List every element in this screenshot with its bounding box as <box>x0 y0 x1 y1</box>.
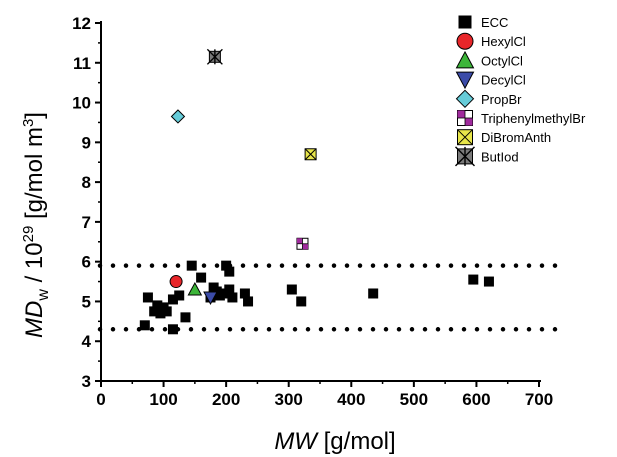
x-tick-label: 600 <box>462 390 490 409</box>
legend-label: PropBr <box>481 92 522 107</box>
tick-labels: 0 100 200 300 400 500 600 700 3 4 5 6 7 8 9 10 11 12 <box>72 14 553 409</box>
point-ecc <box>214 290 225 301</box>
point-ecc <box>296 296 307 307</box>
y-tick-label: 4 <box>82 332 92 351</box>
x-tick-label: 500 <box>400 390 428 409</box>
point-ecc <box>286 284 297 295</box>
legend: ECC HexylCl OctylCl DecylCl PropBr Triphenylm… <box>455 15 586 167</box>
point-octylcl <box>187 281 203 296</box>
point-ecc <box>174 290 185 301</box>
legend-item-octylcl: OctylCl <box>455 50 523 69</box>
point-ecc <box>152 300 163 311</box>
point-ecc <box>221 260 232 271</box>
legend-marker-decylcl <box>455 71 475 90</box>
point-ecc <box>155 308 166 319</box>
y-tick-label: 9 <box>82 133 91 152</box>
x-tick-label: 100 <box>149 390 177 409</box>
x-tick-label: 200 <box>212 390 240 409</box>
point-ecc <box>468 274 479 285</box>
point-ecc <box>167 324 178 335</box>
point-ecc <box>149 306 160 317</box>
y-tick-label: 3 <box>82 372 91 391</box>
legend-label: TriphenylmethylBr <box>481 111 586 126</box>
legend-item-butiod: ButIod <box>455 146 519 167</box>
x-tick-label: 0 <box>96 390 105 409</box>
point-ecc <box>142 292 153 303</box>
y-tick-label: 5 <box>82 292 91 311</box>
point-triphenylmethylbr <box>296 237 309 250</box>
x-axis-title: MW [g/mol] <box>274 428 395 455</box>
point-ecc <box>243 296 254 307</box>
x-tick-label: 400 <box>337 390 365 409</box>
y-axis-title: MDw / 1029 [g/mol m3] <box>20 112 52 338</box>
legend-label: DecylCl <box>481 73 526 88</box>
legend-label: ECC <box>481 15 508 30</box>
y-tick-label: 7 <box>82 213 91 232</box>
point-ecc <box>196 272 207 283</box>
point-hexylcl <box>169 275 183 289</box>
point-dibromanth <box>304 148 317 161</box>
point-ecc <box>186 260 197 271</box>
x-tick-label: 300 <box>275 390 303 409</box>
point-propbr <box>170 109 186 124</box>
legend-marker-triphenylmethylbr <box>457 110 473 126</box>
legend-marker-dibromanth <box>457 129 473 146</box>
y-tick-label: 10 <box>72 94 91 113</box>
legend-label: HexylCl <box>481 34 526 49</box>
point-ecc <box>368 288 379 299</box>
legend-marker-hexylcl <box>456 32 474 50</box>
point-ecc <box>180 312 191 323</box>
point-ecc <box>227 292 238 303</box>
point-ecc <box>239 288 250 299</box>
legend-label: DiBromAnth <box>481 130 551 145</box>
point-ecc <box>224 266 235 277</box>
legend-item-hexylcl: HexylCl <box>456 32 526 50</box>
axes <box>95 21 541 387</box>
legend-marker-butiod <box>455 146 475 167</box>
legend-marker-propbr <box>455 89 475 109</box>
data-points <box>139 48 494 335</box>
point-ecc <box>139 320 150 331</box>
y-tick-label: 6 <box>82 253 91 272</box>
point-decylcl <box>203 291 218 306</box>
legend-marker-octylcl <box>455 50 475 69</box>
x-tick-label: 700 <box>525 390 553 409</box>
legend-item-triphenylmethylbr: TriphenylmethylBr <box>457 110 586 126</box>
point-ecc <box>483 276 494 287</box>
point-ecc <box>224 284 235 295</box>
legend-item-decylcl: DecylCl <box>455 71 526 90</box>
y-tick-label: 12 <box>72 14 91 33</box>
point-ecc <box>167 294 178 305</box>
point-ecc <box>161 306 172 317</box>
legend-item-propbr: PropBr <box>455 89 522 109</box>
legend-label: ButIod <box>481 149 519 164</box>
legend-marker-ecc <box>458 15 472 29</box>
legend-item-dibromanth: DiBromAnth <box>457 129 551 146</box>
point-butiod <box>206 48 223 65</box>
legend-label: OctylCl <box>481 53 523 68</box>
legend-item-ecc: ECC <box>458 15 508 30</box>
y-tick-label: 11 <box>73 54 91 73</box>
y-tick-label: 8 <box>82 173 91 192</box>
